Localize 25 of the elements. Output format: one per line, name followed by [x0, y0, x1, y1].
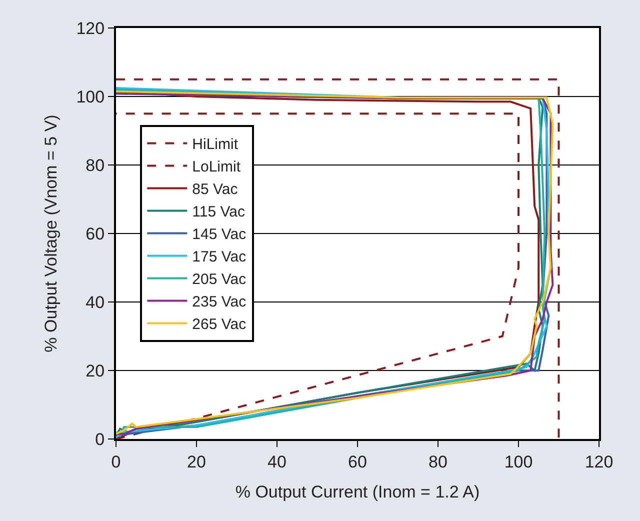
y-tick-label: 0: [95, 430, 105, 449]
x-tick-label: 80: [428, 452, 448, 472]
x-tick-label: 60: [348, 452, 367, 472]
x-tick-label: 120: [584, 452, 614, 472]
legend-label: LoLimit: [192, 158, 242, 176]
x-tick-label: 100: [504, 452, 533, 472]
legend-label: 265 Vac: [192, 316, 247, 334]
legend-label: 145 Vac: [192, 226, 247, 244]
legend-label: 175 Vac: [192, 248, 247, 266]
legend-label: 115 Vac: [192, 204, 246, 221]
y-tick-label: 40: [86, 292, 105, 312]
legend-label: HiLimit: [192, 136, 239, 154]
legend-label: 85 Vac: [192, 181, 238, 198]
y-tick-label: 20: [86, 361, 105, 380]
y-tick-label: 100: [76, 87, 105, 106]
y-tick-label: 120: [76, 18, 105, 38]
y-axis-title: % Output Voltage (Vnom = 5 V): [41, 114, 60, 352]
x-tick-label: 40: [268, 452, 286, 472]
y-tick-label: 80: [86, 156, 105, 175]
legend-label: 205 Vac: [192, 271, 247, 288]
x-tick-label: 20: [187, 452, 206, 472]
y-tick-label: 60: [86, 224, 105, 244]
x-tick-label: 0: [111, 452, 121, 472]
x-axis-title: % Output Current (Inom = 1.2 A): [235, 482, 480, 502]
legend-label: 235 Vac: [192, 294, 247, 311]
